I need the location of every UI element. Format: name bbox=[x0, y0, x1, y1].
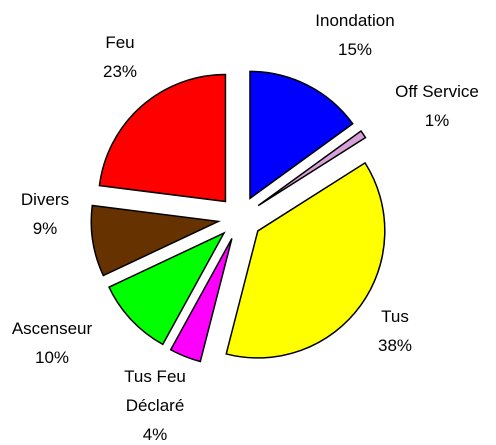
category-label: Divers bbox=[20, 190, 70, 209]
value-label: 4% bbox=[142, 425, 168, 444]
category-label: Inondation bbox=[315, 11, 395, 30]
pie-slice bbox=[90, 204, 221, 277]
pie-slice bbox=[225, 161, 386, 359]
pie-slice bbox=[249, 70, 354, 200]
value-label: 38% bbox=[377, 336, 413, 355]
value-label: 9% bbox=[32, 219, 58, 238]
pie-slice bbox=[108, 231, 226, 346]
slice-label: Inondation 15% bbox=[300, 6, 410, 64]
pie-slice bbox=[169, 238, 233, 363]
slice-label: Feu 23% bbox=[90, 28, 150, 86]
category-label: Off Service bbox=[395, 82, 479, 101]
category-label: Tus Feu Déclaré bbox=[124, 367, 186, 415]
value-label: 1% bbox=[424, 111, 450, 130]
value-label: 15% bbox=[337, 40, 373, 59]
category-label: Tus bbox=[381, 307, 409, 326]
slice-label: Tus 38% bbox=[365, 302, 425, 360]
category-label: Ascenseur bbox=[11, 319, 93, 338]
pie-slice bbox=[98, 73, 227, 203]
slice-label: Divers 9% bbox=[5, 185, 85, 243]
pie-slice bbox=[257, 129, 367, 207]
slice-label: Ascenseur 10% bbox=[2, 314, 102, 372]
value-label: 10% bbox=[34, 348, 70, 367]
category-label: Feu bbox=[105, 33, 135, 52]
slice-label: Off Service 1% bbox=[377, 77, 496, 135]
value-label: 23% bbox=[102, 62, 138, 81]
slice-label: Tus Feu Déclaré 4% bbox=[110, 362, 200, 445]
